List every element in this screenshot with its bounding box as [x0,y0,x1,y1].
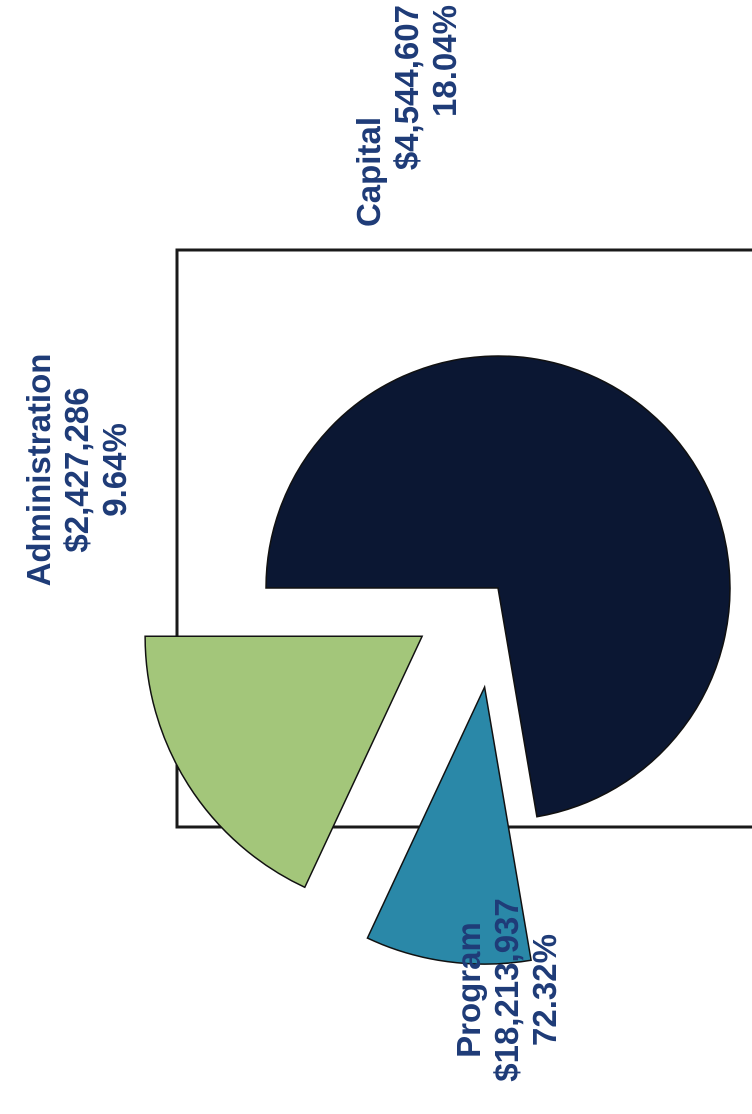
label-program: Program $18,213,937 72.32% [450,898,563,1082]
pie-slice-administration [366,684,532,965]
pie-slice-capital [144,635,424,889]
label-administration: Administration $2,427,286 9.64% [20,354,133,587]
label-administration-name: Administration [20,354,57,587]
label-program-name: Program [450,922,487,1058]
label-capital-amount: $4,544,607 [388,5,425,170]
label-administration-amount: $2,427,286 [58,387,95,552]
label-administration-percent: 9.64% [96,423,133,517]
label-capital-percent: 18.04% [426,5,463,117]
label-capital-name: Capital [350,117,387,227]
label-program-amount: $18,213,937 [488,898,525,1082]
pie-slice-program [265,355,731,818]
label-program-percent: 72.32% [526,934,563,1046]
label-capital: Capital $4,544,607 18.04% [350,5,463,227]
